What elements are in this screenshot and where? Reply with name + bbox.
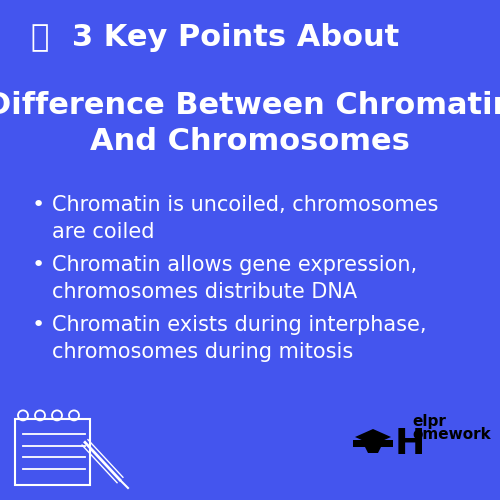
Text: Chromatin exists during interphase,
chromosomes during mitosis: Chromatin exists during interphase, chro…	[52, 315, 426, 362]
Text: Difference Between Chromatin: Difference Between Chromatin	[0, 90, 500, 120]
Text: •: •	[32, 315, 44, 335]
Text: 💡: 💡	[30, 24, 48, 52]
Text: •: •	[32, 255, 44, 275]
Text: H: H	[395, 427, 426, 461]
Polygon shape	[355, 429, 391, 445]
Text: Chromatin allows gene expression,
chromosomes distribute DNA: Chromatin allows gene expression, chromo…	[52, 255, 417, 302]
Text: omework: omework	[412, 427, 491, 442]
Text: 3 Key Points About: 3 Key Points About	[72, 24, 399, 52]
Polygon shape	[365, 447, 381, 453]
Text: elpr: elpr	[412, 414, 446, 429]
Text: •: •	[32, 195, 44, 215]
Text: Chromatin is uncoiled, chromosomes
are coiled: Chromatin is uncoiled, chromosomes are c…	[52, 195, 438, 242]
Text: And Chromosomes: And Chromosomes	[90, 128, 410, 156]
FancyBboxPatch shape	[353, 440, 393, 447]
